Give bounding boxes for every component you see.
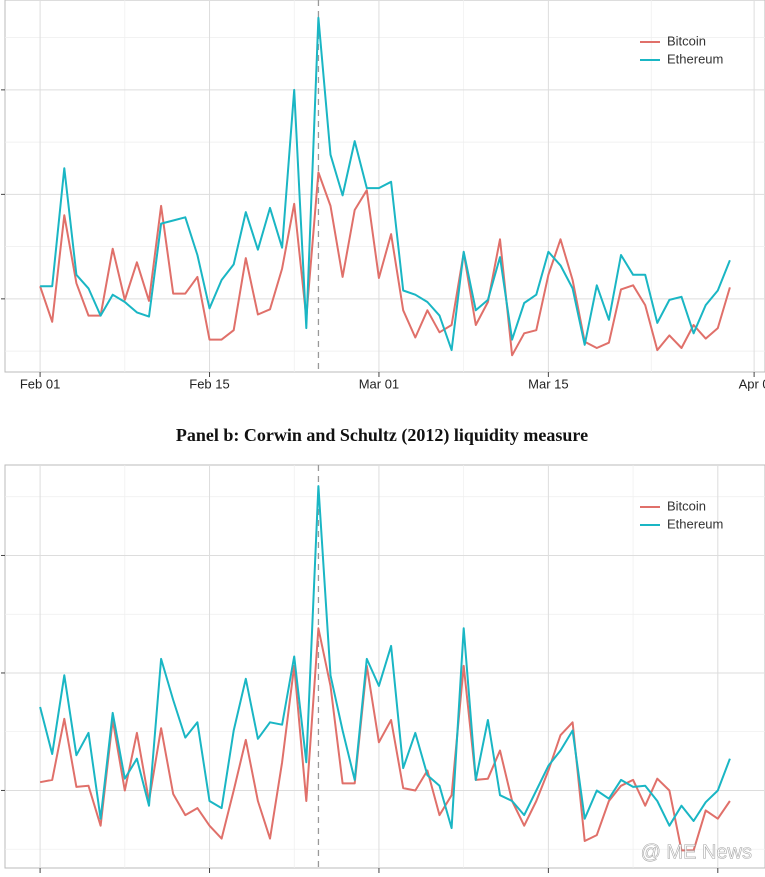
x-tick-label: Mar 01: [359, 376, 399, 391]
legend-label: Bitcoin: [667, 498, 706, 513]
series-line: [39, 627, 731, 852]
legend-label: Ethereum: [667, 516, 723, 531]
series-line: [39, 171, 731, 357]
panel-title: Panel b: Corwin and Schultz (2012) liqui…: [176, 425, 588, 446]
legend-label: Bitcoin: [667, 33, 706, 48]
x-tick-label: Feb 01: [20, 376, 60, 391]
series-line: [40, 16, 731, 352]
x-tick-label: Feb 15: [189, 376, 229, 391]
legend-label: Ethereum: [667, 51, 723, 66]
series-line: [39, 485, 731, 830]
watermark: @ ME News: [641, 841, 752, 863]
x-tick-label: Mar 15: [528, 376, 568, 391]
x-tick-label: Apr 0: [739, 376, 765, 391]
